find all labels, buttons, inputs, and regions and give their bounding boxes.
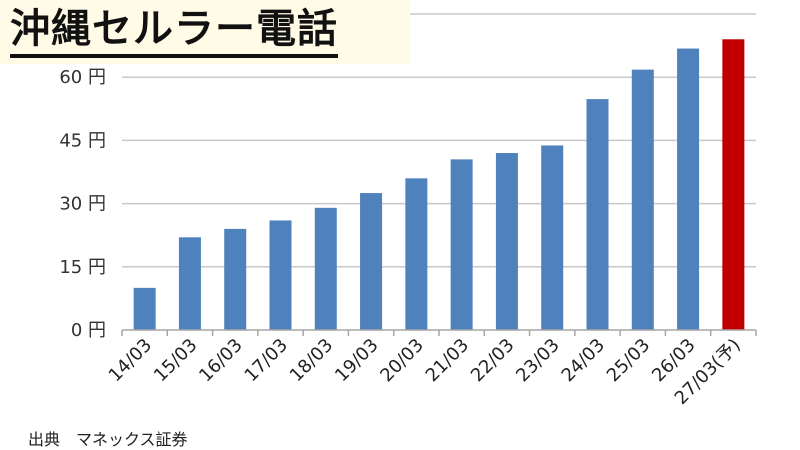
bar xyxy=(133,287,156,330)
bar xyxy=(269,220,292,330)
source-note: 出典 マネックス証券 xyxy=(28,430,188,449)
bar xyxy=(224,228,247,330)
x-tick-label: 15/03 xyxy=(150,335,202,387)
x-tick-label: 22/03 xyxy=(467,335,519,387)
y-tick-label: 60 円 xyxy=(59,67,106,88)
x-tick-label: 20/03 xyxy=(376,335,428,387)
x-axis-ticks: 14/0315/0316/0317/0318/0319/0320/0321/03… xyxy=(105,335,745,409)
y-tick-label: 45 円 xyxy=(59,130,106,151)
bars xyxy=(133,39,745,331)
x-tick-label: 24/03 xyxy=(558,335,610,387)
x-tick-label: 14/03 xyxy=(105,335,157,387)
bar xyxy=(405,178,428,330)
y-tick-label: 0 円 xyxy=(71,320,106,341)
x-axis xyxy=(121,329,757,336)
x-tick-label: 18/03 xyxy=(286,335,338,387)
title-banner: 沖縄セルラー電話 xyxy=(0,0,410,64)
y-tick-label: 30 円 xyxy=(59,194,106,215)
chart-title: 沖縄セルラー電話 xyxy=(10,4,338,58)
bar xyxy=(314,207,337,330)
bar xyxy=(541,145,564,330)
x-tick-label: 23/03 xyxy=(512,335,564,387)
bar xyxy=(677,48,700,331)
x-tick-label: 16/03 xyxy=(195,335,247,387)
y-axis-ticks: 0 円 15 円 30 円 45 円 60 円 xyxy=(59,67,106,341)
bar xyxy=(360,193,383,330)
x-tick-label: 17/03 xyxy=(241,335,293,387)
bar xyxy=(586,99,609,330)
x-tick-label: 19/03 xyxy=(331,335,383,387)
x-tick-label: 25/03 xyxy=(603,335,655,387)
bar xyxy=(450,159,473,330)
x-tick-label: 21/03 xyxy=(422,335,474,387)
bar xyxy=(178,237,201,330)
bar-forecast xyxy=(722,39,745,330)
y-tick-label: 15 円 xyxy=(59,257,106,278)
bar xyxy=(631,69,654,330)
bar xyxy=(495,153,518,330)
